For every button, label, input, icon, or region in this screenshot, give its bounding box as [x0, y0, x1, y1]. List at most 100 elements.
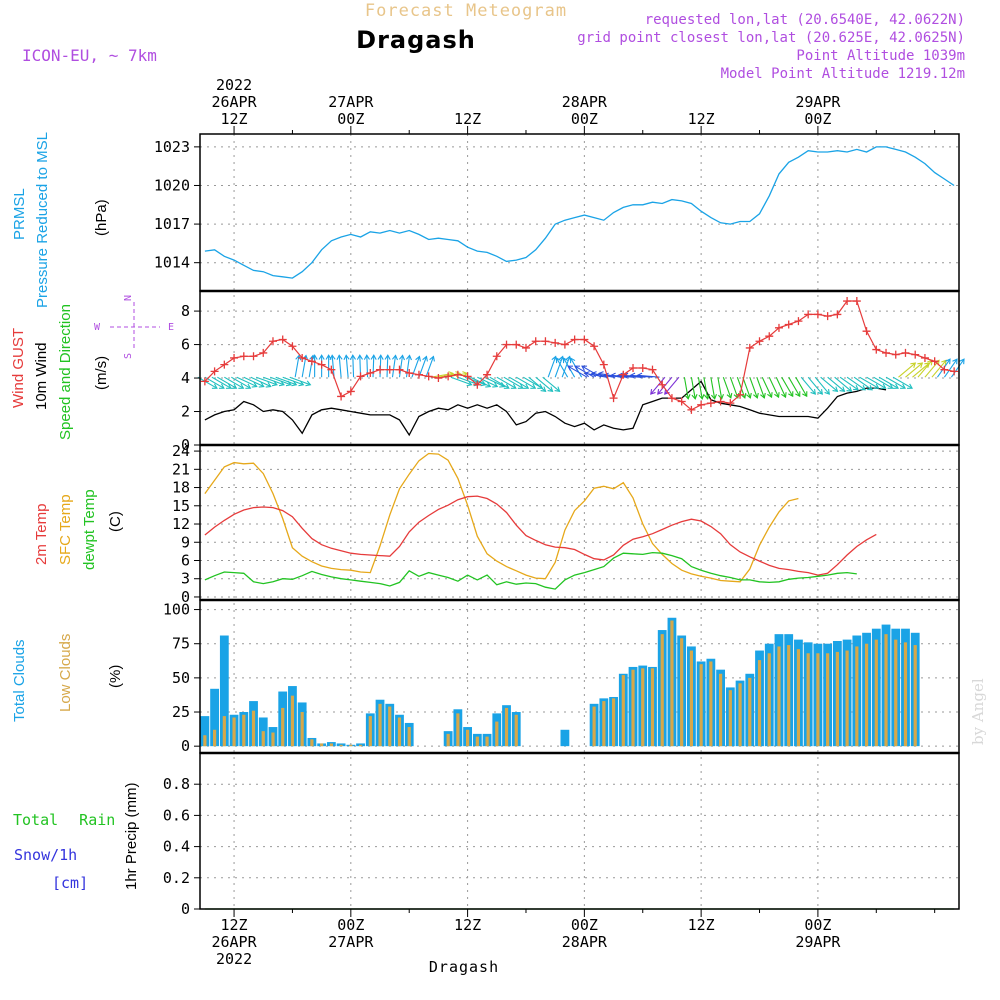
low-clouds-bar: [757, 660, 762, 747]
gust-marker: [920, 353, 929, 362]
requested-coords: requested lon,lat (20.6540E, 42.0622N): [645, 12, 965, 28]
gust-marker: [667, 394, 676, 403]
wind-direction-arrow: [846, 376, 866, 391]
wind-direction-arrow: [749, 377, 758, 399]
wind-arrow-head: [753, 392, 759, 399]
gust-marker: [570, 335, 579, 344]
gust-marker: [891, 350, 900, 359]
gust-marker: [366, 369, 375, 378]
clouds-label-total: Total Clouds: [11, 639, 28, 722]
wind-y-tick-label: 0: [181, 436, 190, 454]
wind-arrow-head: [832, 386, 839, 393]
gust-marker: [414, 370, 423, 379]
low-clouds-bar: [670, 620, 674, 747]
gust-marker: [658, 380, 667, 389]
gust-marker: [940, 365, 949, 374]
wind-direction-arrow: [800, 376, 816, 395]
wind-direction-arrow: [683, 377, 689, 399]
wind-arrow-head: [231, 383, 238, 389]
compass-north: N: [123, 295, 134, 301]
product-title: Forecast Meteogram: [365, 1, 567, 21]
wind-arrow-head: [860, 385, 866, 391]
wind-direction-arrow: [217, 376, 237, 389]
wind-arrow-head: [824, 389, 831, 395]
gust-marker: [716, 397, 725, 406]
low-clouds-bar: [621, 675, 625, 747]
wind-arrow-head: [617, 372, 623, 379]
wind-direction-arrow: [912, 362, 930, 378]
wind-direction-arrow: [697, 377, 703, 399]
low-clouds-bar: [212, 729, 217, 747]
wind-direction-arrow: [338, 355, 342, 378]
wind-direction-arrow: [795, 376, 808, 397]
wind-direction-arrow: [892, 376, 913, 389]
precip-label-snow: Snow/1h: [14, 846, 77, 864]
total-clouds-bar: [219, 635, 229, 747]
wind-arrow-head: [547, 386, 554, 393]
gust-marker: [872, 345, 881, 354]
wind-direction-arrow: [657, 376, 673, 395]
wind-arrow-head: [726, 392, 733, 399]
wind-direction-arrow: [345, 355, 349, 378]
wind-direction-arrow: [898, 362, 916, 378]
pressure-label-msl: Pressure Reduced to MSL: [34, 132, 51, 308]
top-time-label: 00Z: [337, 110, 364, 128]
wind-direction-arrow: [236, 376, 257, 388]
wind-direction-arrow: [197, 376, 218, 389]
wind-arrow-head: [567, 365, 574, 371]
wind10m-line: [204, 380, 887, 437]
wind-arrow-head: [363, 354, 370, 360]
wind-direction-arrow: [528, 376, 546, 392]
wind-arrow-head: [530, 383, 537, 389]
top-time-label: 12Z: [454, 110, 481, 128]
wind-arrow-head: [788, 391, 794, 398]
gust-marker: [736, 390, 745, 399]
gust-marker: [862, 327, 871, 336]
sfc-temp-line: [204, 452, 799, 583]
wind-arrow-head: [398, 354, 406, 361]
low-clouds-bar: [329, 743, 333, 747]
wind-direction-arrow: [584, 372, 607, 378]
wind-direction-arrow: [781, 376, 794, 397]
wind-direction-arrow: [630, 374, 653, 378]
clouds-unit: (%): [107, 665, 124, 688]
bottom-time-label: 12Z: [221, 916, 248, 934]
wind-direction-arrow: [418, 356, 427, 378]
wind-direction-arrow: [561, 356, 571, 378]
low-clouds-bar: [806, 653, 810, 747]
gust-marker: [560, 340, 569, 349]
low-clouds-bar: [378, 703, 382, 747]
low-clouds-bar: [913, 645, 917, 747]
wind-arrow-head: [305, 380, 312, 387]
gust-marker: [483, 370, 492, 379]
low-clouds-bar: [592, 706, 596, 747]
low-clouds-bar: [767, 653, 771, 747]
top-time-label: 12Z: [688, 110, 715, 128]
gust-marker: [512, 340, 521, 349]
temp-y-tick-label: 15: [172, 497, 190, 515]
wind-direction-arrow: [768, 376, 780, 398]
low-clouds-bar: [504, 707, 509, 747]
low-clouds-bar: [242, 714, 246, 747]
low-clouds-bar: [689, 650, 694, 747]
wind-direction-arrow: [204, 376, 225, 389]
gust-marker: [463, 372, 472, 381]
gust-marker: [453, 370, 462, 379]
wind-unit: (m/s): [93, 356, 110, 390]
wind-direction-arrow: [905, 362, 923, 378]
wind-arrow-head: [717, 394, 724, 400]
temp-unit: (C): [107, 511, 124, 532]
temp-label-dewpt: dewpt Temp: [81, 489, 98, 570]
wind-arrow-head: [429, 355, 435, 362]
wind-arrow-head: [211, 383, 218, 389]
wind-direction-arrow: [554, 356, 564, 378]
wind-direction-arrow: [591, 372, 614, 378]
wind-direction-arrow: [742, 377, 751, 399]
gust-marker: [590, 342, 599, 351]
low-clouds-bar: [728, 690, 732, 747]
wind-direction-arrow: [834, 376, 852, 392]
wind-direction-arrow: [710, 377, 716, 399]
wind-direction-arrow: [503, 376, 524, 389]
temp-y-tick-label: 6: [181, 551, 190, 569]
precip-label-rain: Total Rain: [13, 811, 115, 829]
